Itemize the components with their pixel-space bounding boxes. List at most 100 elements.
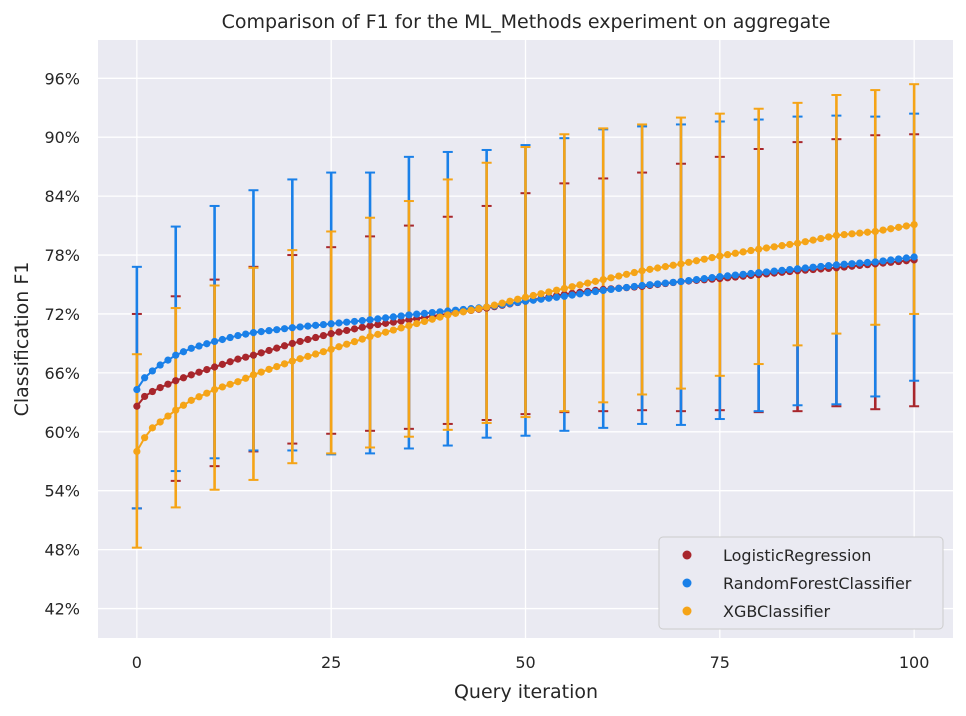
xgbclassifier-point	[708, 253, 716, 262]
randomforestclassifier-point	[413, 310, 421, 318]
logisticregression-point	[210, 363, 219, 371]
xgbclassifier-point	[887, 225, 895, 233]
xgbclassifier-point	[654, 264, 662, 272]
logisticregression-point	[195, 368, 203, 376]
randomforestclassifier-point	[723, 272, 732, 280]
xgbclassifier-point	[242, 374, 250, 382]
xgbclassifier-point	[599, 275, 607, 284]
xgbclassifier-errorbar	[365, 216, 376, 449]
xgbclassifier-point	[210, 385, 219, 394]
randomforestclassifier-point	[545, 294, 553, 302]
xgbclassifier-point	[234, 378, 242, 386]
xgbclassifier-point	[521, 293, 530, 301]
xgbclassifier-point	[172, 406, 180, 414]
xgbclassifier-point	[156, 418, 164, 426]
randomforestclassifier-point	[786, 265, 794, 274]
xgbclassifier-errorbar	[792, 101, 803, 347]
xgbclassifier-point	[747, 246, 755, 255]
xgbclassifier-errorbar	[870, 89, 881, 326]
randomforestclassifier-point	[615, 284, 623, 293]
xgbclassifier-point	[778, 242, 786, 250]
randomforestclassifier-point	[576, 290, 584, 298]
randomforestclassifier-point	[343, 318, 351, 326]
logisticregression-point	[133, 402, 141, 410]
xgbclassifier-point	[459, 308, 467, 316]
randomforestclassifier-point	[856, 259, 864, 267]
xgbclassifier-point	[739, 248, 747, 256]
xgbclassifier-point	[483, 303, 491, 311]
xgbclassifier-point	[630, 268, 638, 277]
xgbclassifier-point	[358, 335, 366, 343]
xgbclassifier-errorbar	[326, 230, 337, 455]
randomforestclassifier-point	[560, 292, 568, 300]
xgbclassifier-point	[187, 396, 195, 404]
logisticregression-point	[389, 318, 397, 326]
y-tick-label: 42%	[44, 600, 80, 619]
randomforestclassifier-point	[187, 344, 195, 352]
xgbclassifier-point	[879, 226, 887, 234]
xgbclassifier-point	[374, 330, 382, 338]
logisticregression-point	[257, 349, 265, 357]
xgbclassifier-errorbar	[831, 93, 842, 335]
xgbclassifier-point	[203, 389, 211, 397]
xgbclassifier-point	[793, 239, 802, 247]
randomforestclassifier-point	[226, 333, 234, 342]
xgbclassifier-point	[723, 251, 732, 259]
randomforestclassifier-point	[755, 269, 763, 277]
y-tick-label: 90%	[44, 128, 80, 147]
xgbclassifier-point	[148, 424, 157, 432]
xgbclassifier-point	[257, 368, 265, 376]
xgbclassifier-point	[436, 313, 444, 321]
xgbclassifier-point	[397, 324, 405, 332]
logisticregression-point	[148, 387, 157, 396]
randomforestclassifier-point	[599, 286, 607, 294]
xgbclassifier-point	[366, 332, 374, 341]
randomforestclassifier-point	[265, 327, 273, 335]
xgbclassifier-point	[498, 299, 506, 307]
logisticregression-point	[273, 344, 281, 352]
randomforestclassifier-point	[358, 317, 366, 325]
randomforestclassifier-point	[817, 262, 825, 271]
randomforestclassifier-point	[840, 260, 848, 268]
xgbclassifier-point	[762, 244, 771, 252]
legend-marker	[682, 550, 692, 560]
xgbclassifier-point	[576, 281, 584, 289]
xgbclassifier-point	[591, 277, 600, 285]
randomforestclassifier-point	[661, 279, 670, 287]
xgbclassifier-point	[584, 279, 592, 287]
error-bars	[131, 83, 920, 549]
logisticregression-point	[381, 319, 390, 327]
randomforestclassifier-point	[685, 276, 693, 285]
logisticregression-point	[164, 380, 172, 388]
randomforestclassifier-point	[210, 337, 219, 346]
randomforestclassifier-point	[910, 253, 918, 261]
randomforestclassifier-point	[436, 308, 444, 316]
randomforestclassifier-point	[249, 329, 258, 337]
randomforestclassifier-point	[389, 313, 397, 321]
xgbclassifier-point	[405, 322, 413, 330]
xgbclassifier-errorbar	[287, 249, 298, 465]
randomforestclassifier-point	[793, 265, 802, 273]
x-tick-label: 25	[321, 653, 341, 672]
randomforestclassifier-point	[584, 289, 592, 297]
randomforestclassifier-point	[591, 287, 600, 296]
xgbclassifier-point	[817, 234, 825, 243]
logisticregression-point	[335, 328, 343, 336]
randomforestclassifier-point	[825, 262, 833, 270]
logisticregression-point	[397, 317, 405, 325]
xgbclassifier-point	[607, 274, 615, 282]
logisticregression-point	[288, 339, 296, 348]
xgbclassifier-point	[343, 340, 351, 348]
randomforestclassifier-point	[568, 291, 576, 299]
xgbclassifier-point	[677, 260, 685, 268]
xgbclassifier-point	[141, 434, 149, 442]
xgbclassifier-point	[700, 255, 708, 263]
xgbclassifier-point	[327, 345, 335, 353]
logisticregression-point	[358, 323, 366, 331]
legend-entry: RandomForestClassifier	[723, 574, 912, 593]
xgbclassifier-point	[825, 233, 833, 241]
xgbclassifier-errorbar	[637, 123, 648, 396]
xgbclassifier-point	[319, 348, 328, 356]
randomforestclassifier-point	[234, 331, 242, 340]
randomforestclassifier-point	[622, 283, 631, 292]
